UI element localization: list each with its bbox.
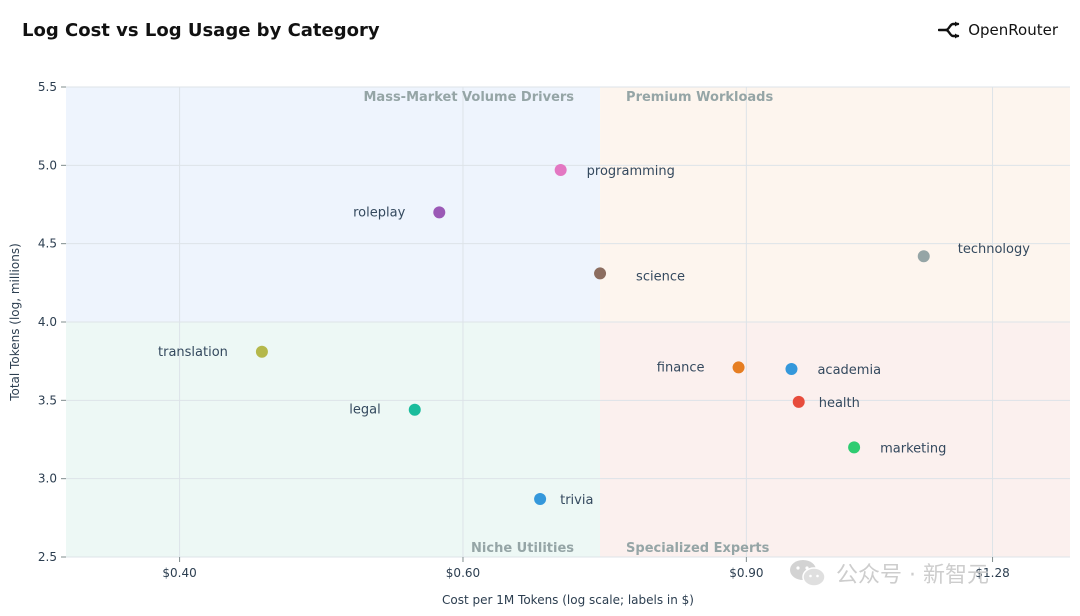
x-tick-label: $0.60 <box>446 566 480 580</box>
point-label-technology: technology <box>958 242 1030 257</box>
x-tick-label: $1.28 <box>975 566 1009 580</box>
point-label-health: health <box>819 396 860 411</box>
y-tick-label: 5.5 <box>38 80 57 94</box>
openrouter-logo-icon <box>938 21 960 39</box>
y-axis-title: Total Tokens (log, millions) <box>8 243 22 402</box>
point-label-legal: legal <box>349 403 380 418</box>
chart-title: Log Cost vs Log Usage by Category <box>22 20 380 41</box>
point-technology <box>917 250 930 263</box>
point-legal <box>408 403 421 416</box>
watermark: 公众号 · 新智元 <box>788 557 989 589</box>
point-academia <box>785 363 798 375</box>
point-label-academia: academia <box>817 363 881 378</box>
point-label-roleplay: roleplay <box>353 205 405 220</box>
quadrant-bottom-left <box>66 322 601 557</box>
quadrant-label-bottom-right: Specialized Experts <box>626 541 770 556</box>
wechat-icon <box>790 560 826 587</box>
point-trivia <box>534 493 547 506</box>
point-marketing <box>848 441 861 454</box>
point-roleplay <box>433 206 446 219</box>
quadrant-label-bottom-left: Niche Utilities <box>471 541 574 556</box>
quadrant-label-top-left: Mass-Market Volume Drivers <box>364 90 575 105</box>
point-label-translation: translation <box>158 345 228 360</box>
x-axis-title: Cost per 1M Tokens (log scale; labels in… <box>442 593 694 607</box>
y-tick-label: 3.0 <box>38 472 57 486</box>
point-label-finance: finance <box>657 360 705 375</box>
y-tick-label: 5.0 <box>38 158 57 172</box>
quadrant-top-right <box>600 87 1070 322</box>
point-label-science: science <box>636 269 685 284</box>
point-translation <box>255 345 268 358</box>
y-tick-label: 4.0 <box>38 315 57 329</box>
brand: OpenRouter <box>938 21 1058 39</box>
chart-header: Log Cost vs Log Usage by Category OpenRo… <box>0 0 1080 64</box>
watermark-text: 公众号 · 新智元 <box>836 563 989 588</box>
y-tick-label: 4.5 <box>38 237 57 251</box>
point-label-trivia: trivia <box>560 493 593 508</box>
point-science <box>594 267 607 280</box>
quadrant-top-left <box>66 87 601 322</box>
point-programming <box>554 164 567 177</box>
brand-name: OpenRouter <box>968 21 1058 39</box>
point-label-programming: programming <box>587 164 675 179</box>
point-label-marketing: marketing <box>880 441 946 456</box>
point-health <box>792 395 805 408</box>
x-tick-label: $0.40 <box>162 566 196 580</box>
quadrant-label-top-right: Premium Workloads <box>626 90 773 105</box>
y-tick-label: 2.5 <box>38 550 57 564</box>
quadrant-bottom-right <box>600 322 1070 557</box>
x-tick-label: $0.90 <box>729 566 763 580</box>
y-tick-label: 3.5 <box>38 393 57 407</box>
point-finance <box>732 361 745 374</box>
